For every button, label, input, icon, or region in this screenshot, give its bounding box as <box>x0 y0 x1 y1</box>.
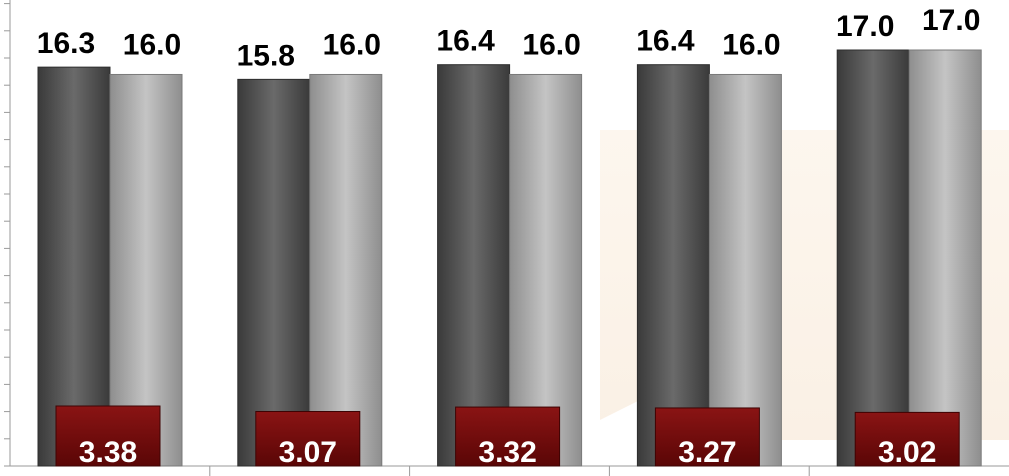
bar-series-1 <box>836 49 910 467</box>
data-label-series-3: 3.38 <box>79 436 137 469</box>
data-label-series-1: 17.0 <box>836 10 894 43</box>
data-label-series-1: 16.4 <box>436 25 495 58</box>
bar-series-3 <box>55 405 161 467</box>
data-label-series-1: 15.8 <box>237 39 295 72</box>
data-label-series-2: 16.0 <box>123 28 181 61</box>
bar-series-1 <box>636 64 710 467</box>
data-label-series-3: 3.02 <box>878 436 936 469</box>
bar-series-2 <box>908 49 982 467</box>
data-label-series-2: 16.0 <box>323 28 381 61</box>
data-label-series-2: 16.0 <box>522 28 580 61</box>
bar-series-3 <box>255 411 361 467</box>
data-label-series-3: 3.07 <box>279 436 337 469</box>
value-labels: 16.3 16.0 3.38 15.8 16.0 3.07 16.4 16.0 3.32 16.4… <box>37 4 981 469</box>
bar-series-3 <box>854 411 960 467</box>
bar-series-3 <box>654 407 760 467</box>
bar-series-2 <box>309 73 383 467</box>
data-label-series-3: 3.32 <box>478 436 536 469</box>
bars <box>37 49 982 467</box>
data-label-series-1: 16.3 <box>37 27 95 60</box>
data-label-series-1: 16.4 <box>636 25 695 58</box>
data-label-series-3: 3.27 <box>678 436 736 469</box>
bar-series-1 <box>237 78 311 467</box>
data-label-series-2: 16.0 <box>722 28 780 61</box>
bar-series-3 <box>455 406 561 467</box>
data-label-series-2: 17.0 <box>922 4 980 37</box>
bar-series-1 <box>437 64 511 467</box>
bar-series-2 <box>708 73 782 467</box>
bar-series-2 <box>109 73 183 467</box>
